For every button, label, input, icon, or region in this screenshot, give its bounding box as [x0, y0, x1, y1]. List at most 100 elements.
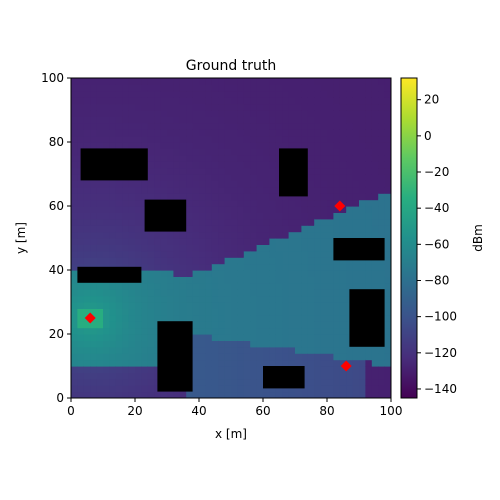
heatmap-cell — [314, 225, 322, 233]
heatmap-cell — [103, 346, 110, 354]
heatmap-cell — [179, 289, 187, 297]
heatmap-cell — [243, 212, 251, 220]
heatmap-cell — [333, 116, 341, 124]
heatmap-cell — [179, 78, 187, 85]
heatmap-cell — [160, 250, 168, 258]
heatmap-cell — [71, 78, 78, 85]
heatmap-cell — [71, 103, 78, 111]
heatmap-cell — [371, 84, 379, 92]
heatmap-cell — [256, 154, 264, 162]
heatmap-cell — [384, 276, 391, 284]
heatmap-cell — [307, 199, 315, 207]
heatmap-cell — [160, 122, 168, 130]
heatmap-cell — [333, 391, 341, 398]
colorbar-tick-label: −40 — [424, 201, 449, 215]
heatmap-cell — [147, 270, 155, 277]
colorbar-tick-label: 20 — [424, 93, 439, 107]
heatmap-cell — [282, 84, 290, 92]
heatmap-cell — [256, 186, 264, 194]
heatmap-cell — [205, 84, 213, 92]
heatmap-cell — [314, 321, 322, 329]
heatmap-cell — [186, 142, 194, 149]
heatmap-cell — [359, 116, 366, 124]
heatmap-cell — [135, 142, 142, 149]
heatmap-cell — [243, 327, 251, 335]
heatmap-cell — [186, 103, 194, 111]
heatmap-cell — [320, 186, 328, 194]
heatmap-cell — [205, 391, 213, 398]
heatmap-cell — [263, 199, 270, 207]
heatmap-cell — [346, 257, 354, 265]
heatmap-cell — [186, 122, 194, 130]
heatmap-cell — [237, 346, 245, 354]
heatmap-cell — [231, 129, 238, 137]
heatmap-cell — [339, 218, 347, 226]
heatmap-cell — [90, 378, 98, 386]
heatmap-cell — [83, 225, 91, 233]
heatmap-cell — [295, 295, 302, 303]
heatmap-cell — [77, 212, 85, 220]
heatmap-cell — [275, 193, 283, 201]
heatmap-cell — [352, 385, 360, 393]
heatmap-cell — [218, 180, 226, 188]
heatmap-cell — [346, 97, 354, 105]
heatmap-cell — [179, 238, 187, 245]
heatmap-cell — [365, 78, 373, 85]
heatmap-cell — [256, 346, 264, 354]
heatmap-cell — [211, 148, 219, 156]
heatmap-cell — [135, 238, 142, 245]
heatmap-cell — [192, 206, 200, 213]
heatmap-cell — [167, 276, 174, 284]
heatmap-cell — [122, 110, 130, 117]
heatmap-cell — [211, 314, 219, 322]
heatmap-cell — [224, 334, 232, 341]
heatmap-cell — [199, 359, 206, 367]
heatmap-cell — [339, 167, 347, 175]
heatmap-cell — [109, 314, 117, 322]
heatmap-cell — [192, 97, 200, 105]
heatmap-cell — [231, 257, 238, 265]
heatmap-cell — [147, 154, 155, 162]
heatmap-cell — [352, 218, 360, 226]
heatmap-cell — [77, 327, 85, 335]
heatmap-cell — [179, 84, 187, 92]
heatmap-cell — [109, 199, 117, 207]
heatmap-cell — [77, 308, 85, 316]
heatmap-cell — [83, 378, 91, 386]
heatmap-cell — [199, 103, 206, 111]
heatmap-cell — [263, 218, 270, 226]
heatmap-cell — [301, 282, 309, 290]
heatmap-cell — [96, 244, 104, 252]
heatmap-cell — [307, 193, 315, 201]
heatmap-cell — [224, 90, 232, 98]
heatmap-cell — [243, 199, 251, 207]
heatmap-cell — [301, 353, 309, 361]
heatmap-cell — [205, 225, 213, 233]
heatmap-cell — [320, 148, 328, 156]
heatmap-cell — [179, 167, 187, 175]
heatmap-cell — [378, 212, 386, 220]
heatmap-cell — [263, 359, 270, 367]
heatmap-cell — [301, 308, 309, 316]
heatmap-cell — [83, 334, 91, 341]
heatmap-cell — [269, 308, 277, 316]
heatmap-cell — [96, 238, 104, 245]
heatmap-cell — [314, 257, 322, 265]
heatmap-cell — [141, 340, 149, 348]
heatmap-cell — [365, 206, 373, 213]
heatmap-cell — [109, 110, 117, 117]
heatmap-cell — [199, 372, 206, 380]
heatmap-cell — [371, 193, 379, 201]
heatmap-cell — [346, 231, 354, 239]
heatmap-cell — [224, 97, 232, 105]
heatmap-cell — [314, 180, 322, 188]
heatmap-cell — [192, 218, 200, 226]
heatmap-cell — [231, 122, 238, 130]
heatmap-cell — [122, 282, 130, 290]
heatmap-cell — [218, 142, 226, 149]
heatmap-cell — [333, 174, 341, 181]
heatmap-cell — [135, 391, 142, 398]
heatmap-cell — [256, 231, 264, 239]
heatmap-cell — [160, 110, 168, 117]
heatmap-cell — [301, 212, 309, 220]
